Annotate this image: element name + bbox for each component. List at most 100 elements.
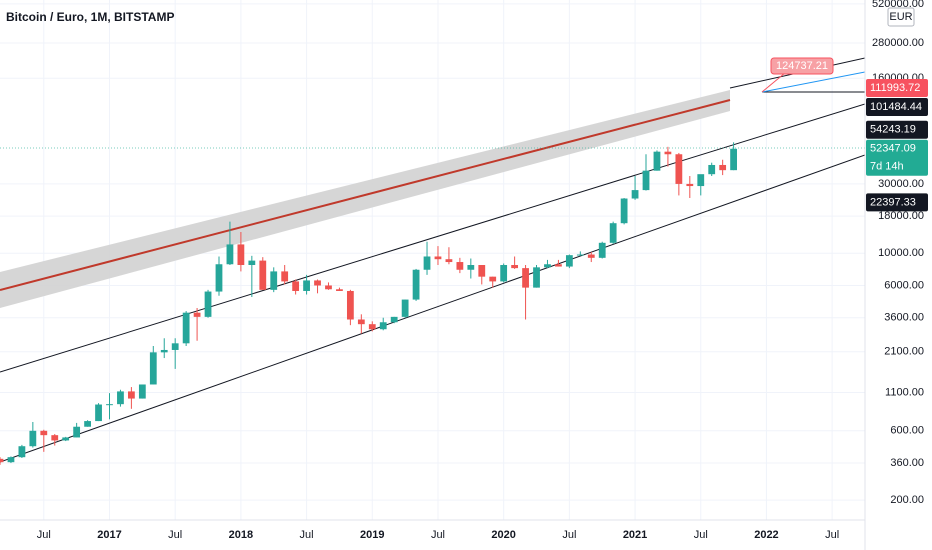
currency[interactable]: EUR: [889, 11, 912, 23]
candle-body: [29, 430, 37, 447]
candle-body: [248, 260, 256, 266]
x-tick-label: Jul: [694, 529, 708, 541]
candle-body: [292, 281, 300, 291]
candles: [0, 142, 738, 465]
candle-body: [686, 183, 694, 187]
candle-body: [18, 446, 26, 458]
axes: 520000.00280000.00160000.0030000.0018000…: [37, 0, 928, 541]
candle-body: [467, 265, 475, 270]
candle-body: [117, 391, 124, 405]
candle-body: [478, 265, 486, 277]
x-tick-label: 2018: [229, 529, 253, 541]
candle-body: [675, 154, 683, 184]
drawings: [0, 57, 865, 463]
channel-upper: [0, 103, 865, 373]
x-tick-label: 2021: [623, 529, 647, 541]
x-tick-label: Jul: [825, 529, 839, 541]
candle-body: [138, 384, 146, 399]
candle-body: [73, 426, 81, 438]
price-label-box: [866, 193, 928, 212]
x-tick-label: Jul: [431, 529, 445, 541]
candle-body: [653, 151, 661, 171]
candle-body: [160, 349, 168, 353]
candle-body: [489, 276, 497, 282]
candle-body: [609, 223, 617, 243]
y-tick-label: 30000.00: [878, 178, 924, 190]
candle-body: [314, 280, 321, 286]
candle-body: [522, 268, 529, 288]
y-tick-label: 2100.00: [884, 346, 924, 358]
price-label: 22397.33: [870, 196, 916, 208]
candle-body: [456, 262, 464, 270]
countdown: 7d 14h: [870, 161, 904, 173]
x-tick-label: Jul: [37, 529, 51, 541]
candle-body: [412, 269, 420, 300]
candle-body: [708, 164, 716, 175]
candle-body: [215, 264, 223, 292]
projection-line: [761, 71, 865, 93]
x-tick-label: Jul: [168, 529, 182, 541]
candle-body: [390, 316, 398, 323]
candle-body: [620, 198, 628, 224]
y-tick-label: 3600.00: [884, 312, 924, 324]
candle-body: [401, 299, 409, 317]
candle-body: [84, 421, 91, 427]
candle-body: [281, 271, 289, 282]
candle-body: [259, 260, 267, 290]
candle-body: [445, 259, 453, 263]
candle-body: [423, 256, 431, 270]
band: [0, 90, 730, 308]
candle-body: [576, 254, 584, 256]
candle-body: [730, 148, 738, 171]
y-tick-label: 200.00: [890, 494, 924, 506]
y-tick-label: 520000.00: [872, 0, 924, 10]
candle-body: [0, 458, 4, 463]
candle-body: [357, 319, 365, 325]
price-label: 52347.09: [870, 143, 916, 155]
callout: 124737.21: [761, 57, 834, 93]
channel-lower: [0, 154, 865, 463]
callout-label: 124737.21: [776, 60, 828, 72]
x-tick-label: Jul: [562, 529, 576, 541]
y-tick-label: 360.00: [890, 457, 924, 469]
price-label: 54243.19: [870, 124, 916, 136]
price-label-box: [866, 139, 928, 176]
candle-body: [325, 285, 332, 290]
candle-body: [565, 255, 573, 267]
candle-body: [379, 322, 387, 330]
callout-box: [770, 57, 834, 75]
x-tick-label: 2019: [360, 529, 384, 541]
candle-body: [193, 312, 201, 317]
candle-body: [95, 404, 102, 422]
y-tick-label: 18000.00: [878, 210, 924, 222]
x-tick-label: 2020: [491, 529, 515, 541]
candle-body: [664, 151, 672, 155]
chart-title: Bitcoin / Euro, 1M, BITSTAMP: [6, 10, 174, 24]
candle-body: [127, 391, 135, 399]
candle-body: [544, 264, 551, 268]
price-label: 111993.72: [870, 82, 920, 94]
y-tick-label: 280000.00: [872, 37, 924, 49]
candle-body: [434, 256, 442, 260]
candle-body: [149, 352, 157, 385]
currency-box[interactable]: [887, 7, 915, 27]
price-label-box: [866, 98, 928, 117]
candle-body: [51, 435, 59, 441]
candle-body: [237, 244, 245, 266]
candle-body: [346, 290, 354, 320]
callout-pointer: [761, 72, 786, 93]
candle-body: [719, 164, 727, 171]
candle-body: [226, 244, 234, 265]
candle-body: [62, 437, 70, 441]
candle-body: [270, 271, 278, 290]
candle-body: [303, 280, 310, 291]
candle-body: [204, 291, 212, 317]
candle-body: [642, 170, 650, 191]
candle-body: [587, 254, 595, 258]
x-tick-label: 2017: [97, 529, 121, 541]
candle-body: [106, 404, 113, 406]
candle-body: [7, 457, 15, 463]
candle-body: [697, 174, 705, 187]
candle-body: [631, 190, 639, 199]
